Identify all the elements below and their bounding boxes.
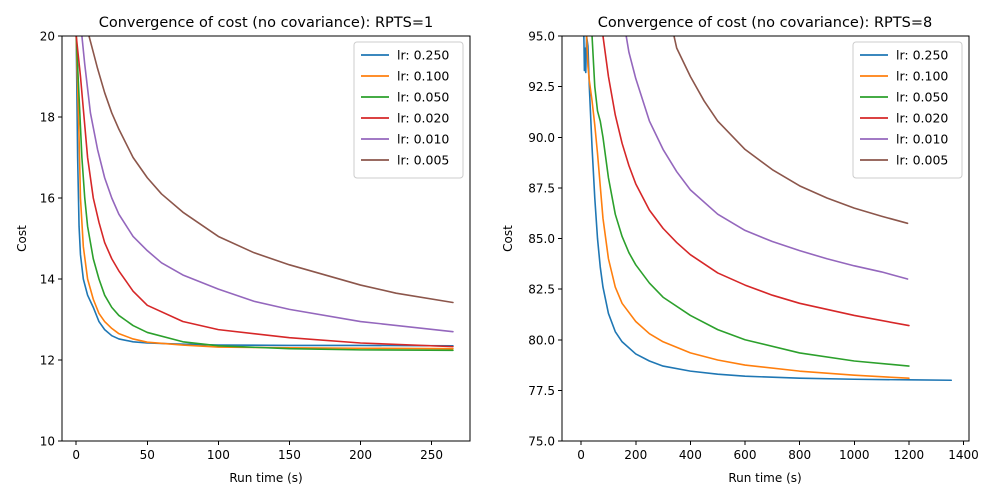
chart-left-title: Convergence of cost (no covariance): RPT…	[99, 15, 434, 31]
chart-right-xtick-label: 0	[577, 448, 585, 462]
chart-right: Convergence of cost (no covariance): RPT…	[501, 15, 979, 485]
chart-left-series-line	[75, 36, 454, 352]
chart-right-ticks: 0 200 400 600 800 1000 1200 1400 75.0 77.5 80.0 82.…	[528, 30, 979, 463]
chart-right-ytick-label: 82.5	[528, 283, 555, 297]
chart-left-legend-label: lr: 0.010	[397, 132, 449, 147]
chart-right-legend: lr: 0.250 lr: 0.100 lr: 0.050 lr: 0.020 lr: …	[852, 41, 963, 179]
chart-right-legend-label: lr: 0.250	[896, 48, 948, 63]
chart-right-ytick-label: 75.0	[528, 435, 555, 449]
chart-left-ylabel: Cost	[15, 225, 29, 252]
chart-left-legend-label: lr: 0.005	[397, 153, 449, 168]
chart-left-ytick-label: 12	[40, 354, 55, 368]
chart-left-ytick-label: 18	[40, 111, 55, 125]
chart-left-ticks: 0 50 100 150 200 250 10 12 14 16 18 20	[40, 30, 443, 463]
chart-left-ytick-label: 10	[40, 435, 55, 449]
chart-right-xtick-label: 600	[734, 448, 757, 462]
chart-right-xtick-label: 1200	[894, 448, 925, 462]
chart-left-xlabel: Run time (s)	[229, 471, 302, 485]
chart-left-xtick-label: 250	[420, 448, 443, 462]
chart-right-series-line	[585, 36, 910, 380]
chart-right-ytick-label: 90.0	[528, 131, 555, 145]
chart-left: Convergence of cost (no covariance): RPT…	[15, 15, 471, 485]
chart-right-xtick-label: 1400	[948, 448, 979, 462]
chart-left-series-line	[88, 36, 454, 304]
chart-left-xtick-label: 100	[207, 448, 230, 462]
chart-right-xtick-label: 1000	[839, 448, 870, 462]
chart-right-ytick-label: 77.5	[528, 384, 555, 398]
chart-right-plot	[583, 36, 953, 382]
chart-left-series-line	[81, 36, 454, 333]
chart-right-xtick-label: 800	[788, 448, 811, 462]
chart-left-ytick-label: 16	[40, 192, 55, 206]
chart-left-xtick-label: 150	[278, 448, 301, 462]
chart-right-series-line	[625, 36, 909, 280]
chart-right-legend-label: lr: 0.010	[896, 132, 948, 147]
chart-right-legend-label: lr: 0.100	[896, 69, 948, 84]
chart-right-legend-label: lr: 0.020	[896, 111, 948, 126]
chart-left-xtick-label: 50	[140, 448, 155, 462]
chart-right-ytick-label: 80.0	[528, 333, 555, 347]
chart-right-frame	[561, 35, 970, 442]
chart-right-ytick-label: 92.5	[528, 80, 555, 94]
chart-left-xtick-label: 0	[72, 448, 80, 462]
chart-left-legend-label: lr: 0.100	[397, 69, 449, 84]
chart-left-ytick-label: 20	[40, 30, 55, 44]
chart-right-series-line	[673, 36, 909, 225]
chart-right-legend-label: lr: 0.005	[896, 153, 948, 168]
chart-right-series-line	[591, 36, 910, 367]
chart-left-series-line	[75, 36, 454, 348]
chart-right-ytick-label: 87.5	[528, 181, 555, 195]
chart-right-legend-label: lr: 0.050	[896, 90, 948, 105]
chart-right-ytick-label: 85.0	[528, 232, 555, 246]
chart-right-series-line	[602, 36, 910, 327]
chart-left-plot	[75, 36, 454, 352]
chart-right-ylabel: Cost	[501, 225, 515, 252]
chart-left-series-line	[75, 36, 454, 347]
chart-left-legend: lr: 0.250 lr: 0.100 lr: 0.050 lr: 0.020 lr: …	[353, 41, 464, 179]
chart-right-ytick-label: 95.0	[528, 30, 555, 44]
chart-left-legend-label: lr: 0.050	[397, 90, 449, 105]
chart-left-legend-label: lr: 0.250	[397, 48, 449, 63]
chart-left-xtick-label: 200	[349, 448, 372, 462]
chart-right-xtick-label: 400	[679, 448, 702, 462]
chart-left-ytick-label: 14	[40, 273, 55, 287]
chart-left-frame	[61, 35, 471, 442]
chart-left-legend-label: lr: 0.020	[397, 111, 449, 126]
chart-right-title: Convergence of cost (no covariance): RPT…	[598, 15, 933, 31]
chart-right-xlabel: Run time (s)	[728, 471, 801, 485]
chart-right-xtick-label: 200	[624, 448, 647, 462]
